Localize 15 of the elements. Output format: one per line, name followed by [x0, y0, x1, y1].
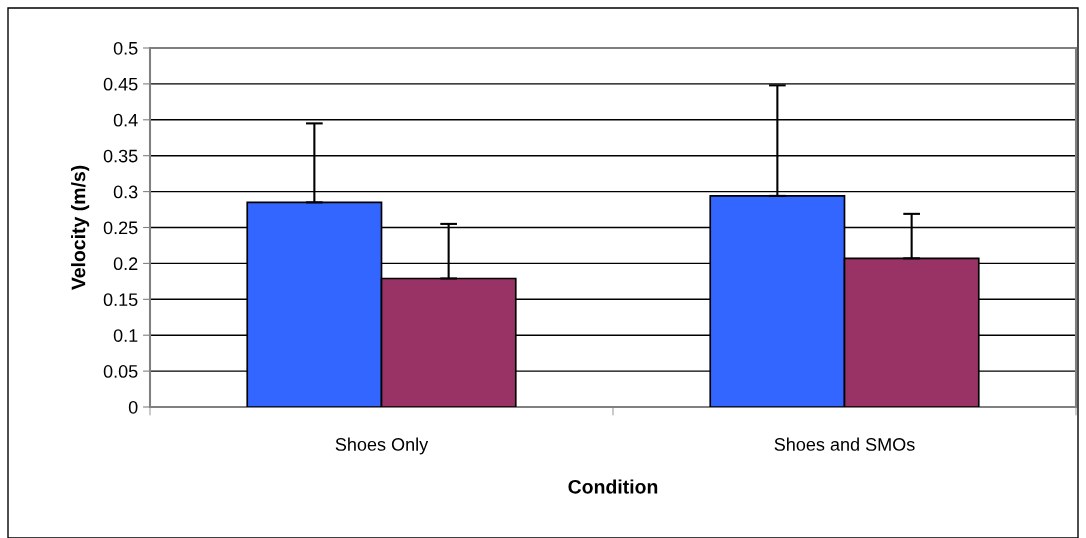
- y-tick-label: 0.3: [113, 185, 138, 199]
- y-tick-label: 0.2: [113, 257, 138, 271]
- y-axis-title: Velocity (m/s): [71, 165, 90, 291]
- x-axis-title: Condition: [568, 479, 658, 494]
- y-tick-label: 0.45: [103, 77, 138, 91]
- y-tick-label: 0.4: [113, 113, 138, 127]
- y-tick-label: 0.5: [113, 41, 138, 55]
- y-tick-label: 0.05: [103, 365, 138, 378]
- x-tick-label: Shoes Only: [335, 437, 429, 455]
- y-tick-label: 0.25: [103, 221, 138, 235]
- y-tick-label: 0.1: [113, 329, 138, 342]
- y-tick-label: 0.15: [103, 293, 138, 307]
- y-tick-label: 0.35: [103, 149, 138, 163]
- y-tick-label: 0: [128, 400, 138, 414]
- x-tick-label: Shoes and SMOs: [774, 437, 915, 451]
